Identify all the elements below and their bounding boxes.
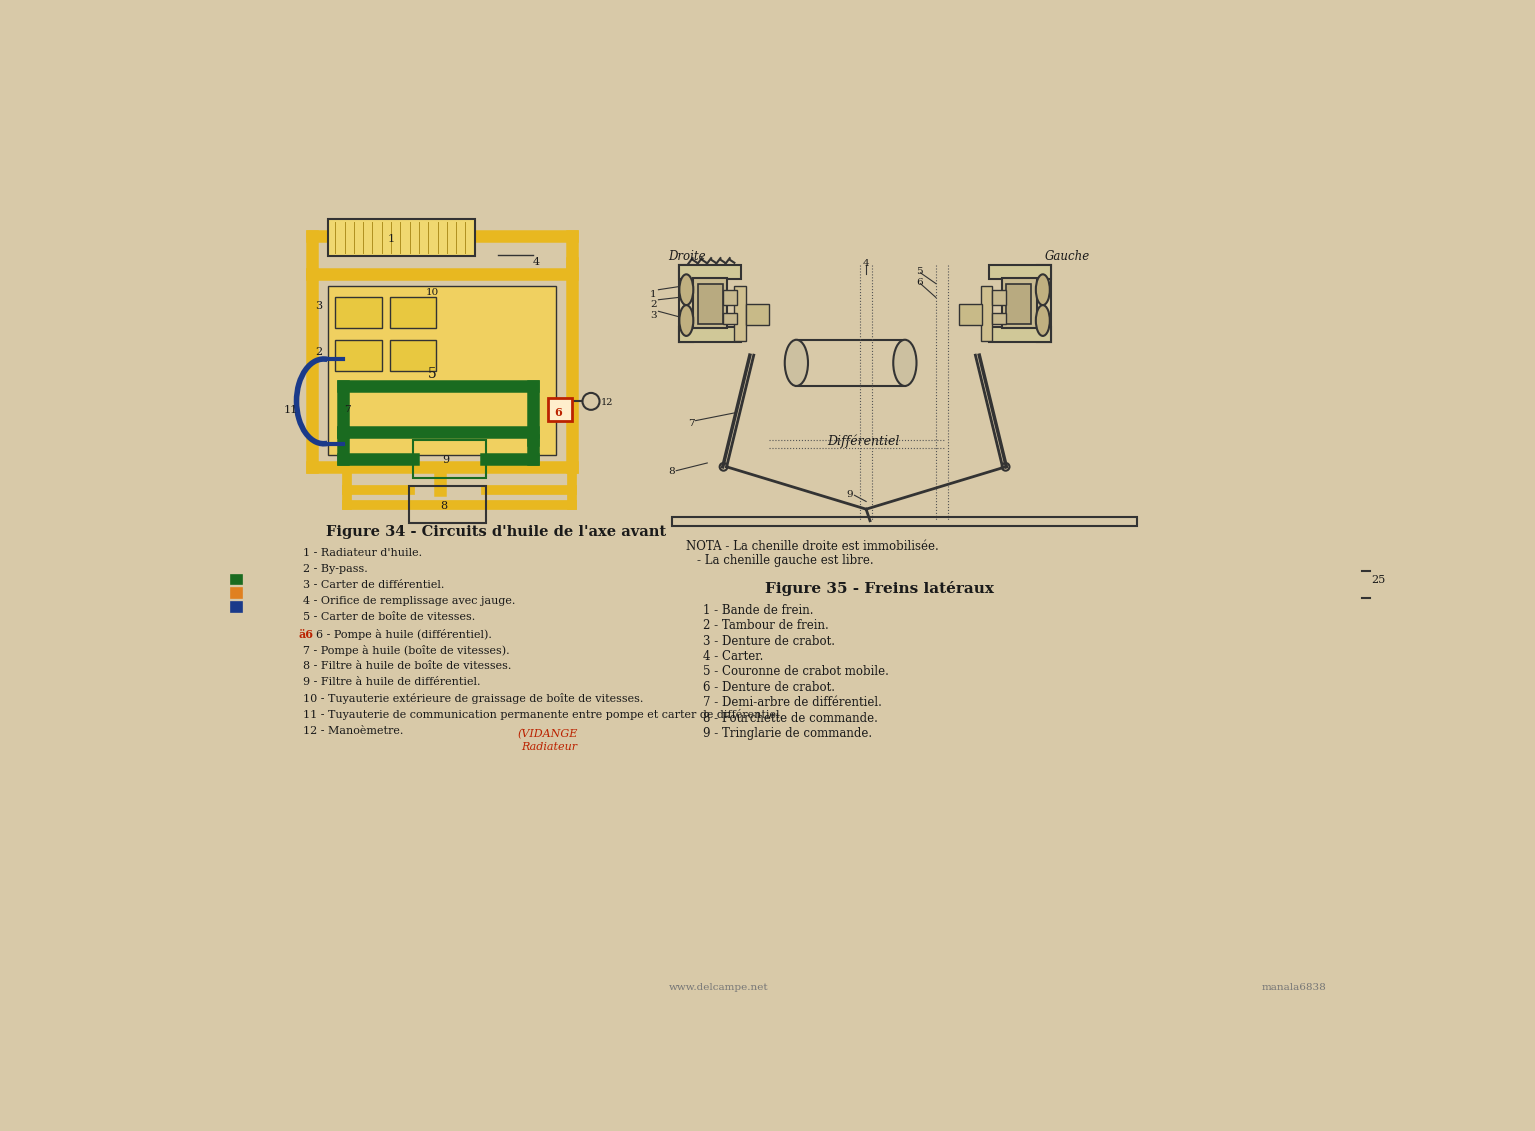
Text: Figure 34 - Circuits d'huile de l'axe avant: Figure 34 - Circuits d'huile de l'axe av… xyxy=(325,525,666,538)
Text: 8: 8 xyxy=(669,467,675,476)
Bar xyxy=(678,327,740,342)
Text: 2 - By-pass.: 2 - By-pass. xyxy=(302,564,367,573)
Text: 5 - Carter de boîte de vitesses.: 5 - Carter de boîte de vitesses. xyxy=(302,612,474,622)
Text: 1 - Bande de frein.: 1 - Bande de frein. xyxy=(703,604,814,616)
Text: 7: 7 xyxy=(688,420,694,428)
Bar xyxy=(1002,278,1036,328)
Text: Radiateur: Radiateur xyxy=(522,742,577,752)
Ellipse shape xyxy=(1036,275,1050,305)
Bar xyxy=(692,278,728,328)
Text: 6 - Pompe à huile (différentiel).: 6 - Pompe à huile (différentiel). xyxy=(316,629,491,639)
Text: 3: 3 xyxy=(315,301,322,311)
Text: Différentiel: Différentiel xyxy=(827,434,900,448)
Text: 5 - Couronne de crabot mobile.: 5 - Couronne de crabot mobile. xyxy=(703,665,889,679)
Bar xyxy=(413,440,487,478)
Bar xyxy=(335,297,382,328)
Text: 9: 9 xyxy=(442,456,450,465)
Bar xyxy=(390,297,436,328)
Text: 7: 7 xyxy=(344,405,352,414)
Ellipse shape xyxy=(1036,305,1050,336)
Text: (VIDANGE: (VIDANGE xyxy=(517,728,577,739)
Bar xyxy=(230,603,243,612)
Ellipse shape xyxy=(680,275,694,305)
Text: 3 - Carter de différentiel.: 3 - Carter de différentiel. xyxy=(302,580,444,590)
Bar xyxy=(335,339,382,371)
Bar xyxy=(746,303,769,325)
Text: 11 - Tuyauterie de communication permanente entre pompe et carter de différentie: 11 - Tuyauterie de communication permane… xyxy=(302,709,783,720)
Bar xyxy=(734,286,746,342)
Bar xyxy=(672,517,1137,526)
Text: 4: 4 xyxy=(863,259,869,268)
Text: 6 - Denture de crabot.: 6 - Denture de crabot. xyxy=(703,681,835,694)
Bar xyxy=(989,265,1050,279)
Text: 2 - Tambour de frein.: 2 - Tambour de frein. xyxy=(703,620,829,632)
Bar xyxy=(723,290,737,305)
Ellipse shape xyxy=(893,339,916,386)
Text: 25: 25 xyxy=(1371,575,1386,585)
Text: 2: 2 xyxy=(315,347,322,357)
Text: NOTA - La chenille droite est immobilisée.: NOTA - La chenille droite est immobilisé… xyxy=(686,539,939,553)
Bar xyxy=(1007,284,1032,323)
Text: - La chenille gauche est libre.: - La chenille gauche est libre. xyxy=(697,554,873,567)
Text: 1 - Radiateur d'huile.: 1 - Radiateur d'huile. xyxy=(302,547,422,558)
Text: 6: 6 xyxy=(916,278,923,287)
Text: 1: 1 xyxy=(651,290,657,299)
Text: 3: 3 xyxy=(651,311,657,320)
Ellipse shape xyxy=(784,339,807,386)
Text: 11: 11 xyxy=(284,405,298,415)
Bar xyxy=(390,339,436,371)
Text: 9 - Filtre à huile de différentiel.: 9 - Filtre à huile de différentiel. xyxy=(302,677,480,687)
Bar xyxy=(327,286,556,456)
Text: 6: 6 xyxy=(554,407,562,417)
Text: ä6: ä6 xyxy=(299,629,313,639)
Bar xyxy=(327,219,474,256)
Text: Gauche: Gauche xyxy=(1044,250,1090,262)
Bar xyxy=(993,313,1007,325)
Text: 5: 5 xyxy=(428,366,436,381)
Text: Figure 35 - Freins latéraux: Figure 35 - Freins latéraux xyxy=(766,581,995,596)
Text: Droite: Droite xyxy=(669,250,706,262)
Text: 1: 1 xyxy=(387,234,394,244)
Bar xyxy=(723,313,737,325)
Bar xyxy=(959,303,982,325)
Bar xyxy=(548,397,571,421)
Ellipse shape xyxy=(680,305,694,336)
Bar xyxy=(989,327,1050,342)
Text: 10: 10 xyxy=(425,288,439,297)
Bar xyxy=(408,486,487,523)
Bar xyxy=(1036,265,1050,342)
Text: 4 - Orifice de remplissage avec jauge.: 4 - Orifice de remplissage avec jauge. xyxy=(302,596,516,606)
Bar xyxy=(230,575,243,584)
Text: 8: 8 xyxy=(441,501,447,511)
Text: 4: 4 xyxy=(533,258,540,267)
Text: 8 - Fourchette de commande.: 8 - Fourchette de commande. xyxy=(703,711,878,725)
Text: 12 - Manoèmetre.: 12 - Manoèmetre. xyxy=(302,726,404,735)
Text: 2: 2 xyxy=(651,300,657,309)
Bar xyxy=(678,265,692,342)
Text: manala6838: manala6838 xyxy=(1262,983,1326,992)
Text: www.delcampe.net: www.delcampe.net xyxy=(669,983,768,992)
Bar xyxy=(678,265,740,279)
Bar xyxy=(698,284,723,323)
Bar xyxy=(981,286,993,342)
Text: 4 - Carter.: 4 - Carter. xyxy=(703,650,764,663)
Bar xyxy=(230,588,243,597)
Bar xyxy=(993,290,1007,305)
Text: 10 - Tuyauterie extérieure de graissage de boîte de vitesses.: 10 - Tuyauterie extérieure de graissage … xyxy=(302,693,643,705)
Text: 9: 9 xyxy=(847,490,853,499)
Text: 5: 5 xyxy=(916,267,923,276)
Text: 7 - Demi-arbre de différentiel.: 7 - Demi-arbre de différentiel. xyxy=(703,697,883,709)
Text: 7 - Pompe à huile (boîte de vitesses).: 7 - Pompe à huile (boîte de vitesses). xyxy=(302,645,510,656)
Text: 9 - Tringlarie de commande.: 9 - Tringlarie de commande. xyxy=(703,727,872,740)
Text: 8 - Filtre à huile de boîte de vitesses.: 8 - Filtre à huile de boîte de vitesses. xyxy=(302,661,511,671)
Text: 12: 12 xyxy=(602,397,614,406)
Text: 3 - Denture de crabot.: 3 - Denture de crabot. xyxy=(703,634,835,648)
